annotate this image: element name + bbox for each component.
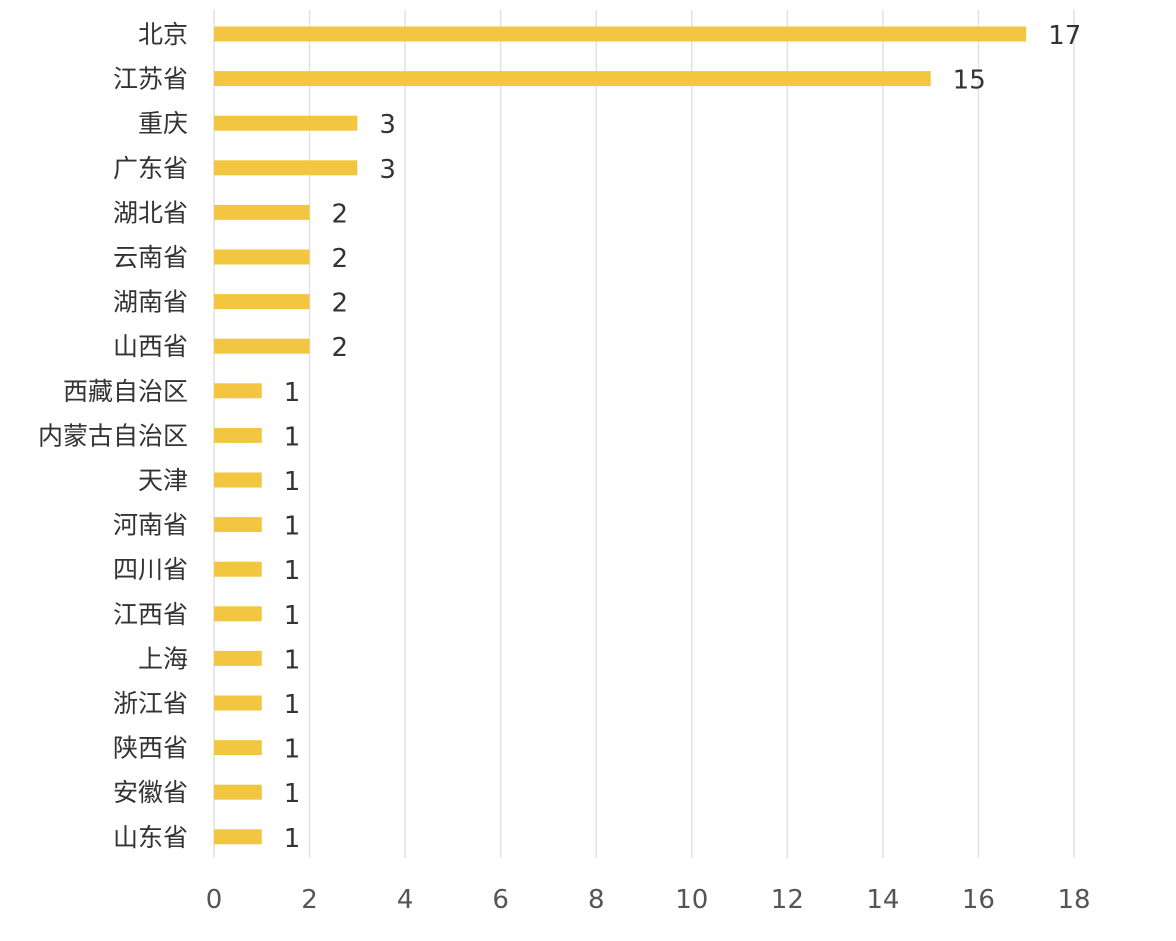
category-label: 北京 (138, 20, 188, 49)
category-label: 西藏自治区 (63, 377, 188, 406)
bar (214, 517, 262, 533)
category-label: 上海 (138, 644, 188, 673)
data-label: 17 (1048, 21, 1081, 51)
data-label: 1 (284, 645, 301, 675)
category-label: 安徽省 (113, 778, 188, 807)
bar (214, 740, 262, 756)
bar (214, 784, 262, 800)
bar (214, 249, 310, 265)
category-labels: 北京江苏省重庆广东省湖北省云南省湖南省山西省西藏自治区内蒙古自治区天津河南省四川… (38, 20, 188, 852)
bar (214, 606, 262, 622)
data-label: 2 (332, 333, 349, 363)
data-label: 2 (332, 244, 349, 274)
x-tick-label: 8 (588, 885, 605, 915)
data-label: 1 (284, 601, 301, 631)
gridlines (213, 10, 1075, 858)
x-tick-label: 6 (492, 885, 509, 915)
x-tick-label: 16 (962, 885, 995, 915)
data-label: 1 (284, 735, 301, 765)
x-tick-label: 2 (301, 885, 318, 915)
bar (214, 294, 310, 310)
bar (214, 204, 310, 220)
data-label: 3 (379, 110, 396, 140)
data-label: 2 (332, 199, 349, 229)
x-tick-label: 4 (397, 885, 414, 915)
bars (214, 26, 1027, 845)
data-label: 1 (284, 422, 301, 452)
category-label: 湖南省 (113, 288, 188, 317)
x-axis-ticks: 0 2 4 6 8 10 12 14 16 18 (206, 885, 1091, 915)
category-label: 内蒙古自治区 (38, 421, 188, 450)
data-label: 1 (284, 556, 301, 586)
bar (214, 115, 358, 131)
bar (214, 71, 931, 87)
data-label: 1 (284, 378, 301, 408)
category-label: 湖北省 (113, 198, 188, 227)
data-label: 1 (284, 824, 301, 854)
data-label: 1 (284, 512, 301, 542)
category-label: 山西省 (113, 332, 188, 361)
category-label: 四川省 (113, 555, 188, 584)
x-tick-label: 0 (206, 885, 223, 915)
bar (214, 561, 262, 577)
category-label: 江西省 (113, 600, 188, 629)
category-label: 山东省 (113, 823, 188, 852)
bar (214, 829, 262, 845)
category-label: 江苏省 (113, 65, 188, 94)
category-label: 广东省 (113, 154, 188, 183)
category-label: 河南省 (113, 511, 188, 540)
data-label: 2 (332, 289, 349, 319)
x-tick-label: 18 (1057, 885, 1090, 915)
bar (214, 427, 262, 443)
data-label: 3 (379, 155, 396, 185)
x-tick-label: 12 (771, 885, 804, 915)
bar (214, 26, 1027, 42)
bar (214, 383, 262, 399)
category-label: 浙江省 (113, 689, 188, 718)
bar (214, 472, 262, 488)
bar (214, 338, 310, 354)
data-label: 1 (284, 690, 301, 720)
category-label: 陕西省 (113, 734, 188, 763)
data-label: 1 (284, 467, 301, 497)
bar (214, 650, 262, 666)
bar (214, 160, 358, 176)
category-label: 重庆 (138, 109, 188, 138)
x-tick-label: 14 (866, 885, 899, 915)
data-label: 1 (284, 779, 301, 809)
category-label: 云南省 (113, 243, 188, 272)
x-tick-label: 10 (675, 885, 708, 915)
bar (214, 695, 262, 711)
category-label: 天津 (138, 466, 188, 495)
data-label: 15 (953, 66, 986, 96)
